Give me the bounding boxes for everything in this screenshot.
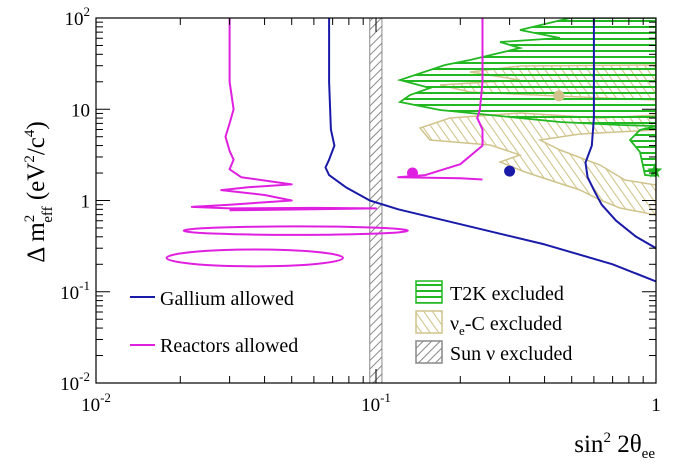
legend-right: T2K excluded νe-C excluded Sun ν exclude… [415,280,572,365]
y-tick-label: 10-1 [60,278,90,304]
legend-t2k-swatch [415,280,443,304]
y-tick-label: 10-2 [60,369,90,395]
gallium-contour-0 [324,18,656,283]
legend-reactors-label: Reactors allowed [160,335,298,357]
legend-sun-swatch [415,340,443,364]
reactors-best-fit-point [406,167,418,179]
gallium-best-fit-point [504,165,516,177]
x-tick-labels: 10-2 10-1 1 [81,390,661,416]
t2k-excluded-tail [628,125,656,177]
x-tick-label: 10-1 [361,390,391,416]
y-tick-label: 102 [65,4,91,30]
gallium-contour-1 [584,18,656,250]
y-axis-label: Δ m2 eff (eV2/c4) [22,121,56,262]
legend-nuec-label: νe-C excluded [450,313,562,338]
best-fit-points [406,90,663,179]
x-tick-label: 1 [651,395,661,416]
reactors-contour-3 [397,18,484,181]
y-tick-label: 10 [71,100,90,121]
reactors-ellipse-1 [165,248,344,268]
reactors-ellipse-0 [182,225,409,236]
axis-ticks [95,17,657,384]
legend-gallium-label: Gallium allowed [160,288,294,310]
t2k-best-fit-star [647,163,663,178]
x-axis-label: sin2 2θee [574,430,655,462]
legend-nuec-swatch [415,310,443,334]
x-tick-label: 10-2 [81,390,111,416]
exclusion-regions [396,18,656,216]
y-tick-labels: 10-2 10-1 1 10 102 [60,4,90,395]
series-layer [165,18,656,283]
t2k-excluded-region [396,18,656,127]
nuec-best-fit-point [553,90,565,102]
legend-sun-label: Sun ν excluded [450,343,572,365]
legend-left: Gallium allowed Reactors allowed [130,288,298,357]
legend-t2k-label: T2K excluded [450,283,564,305]
reactors-contour-2 [190,18,377,212]
y-tick-label: 1 [81,192,91,213]
